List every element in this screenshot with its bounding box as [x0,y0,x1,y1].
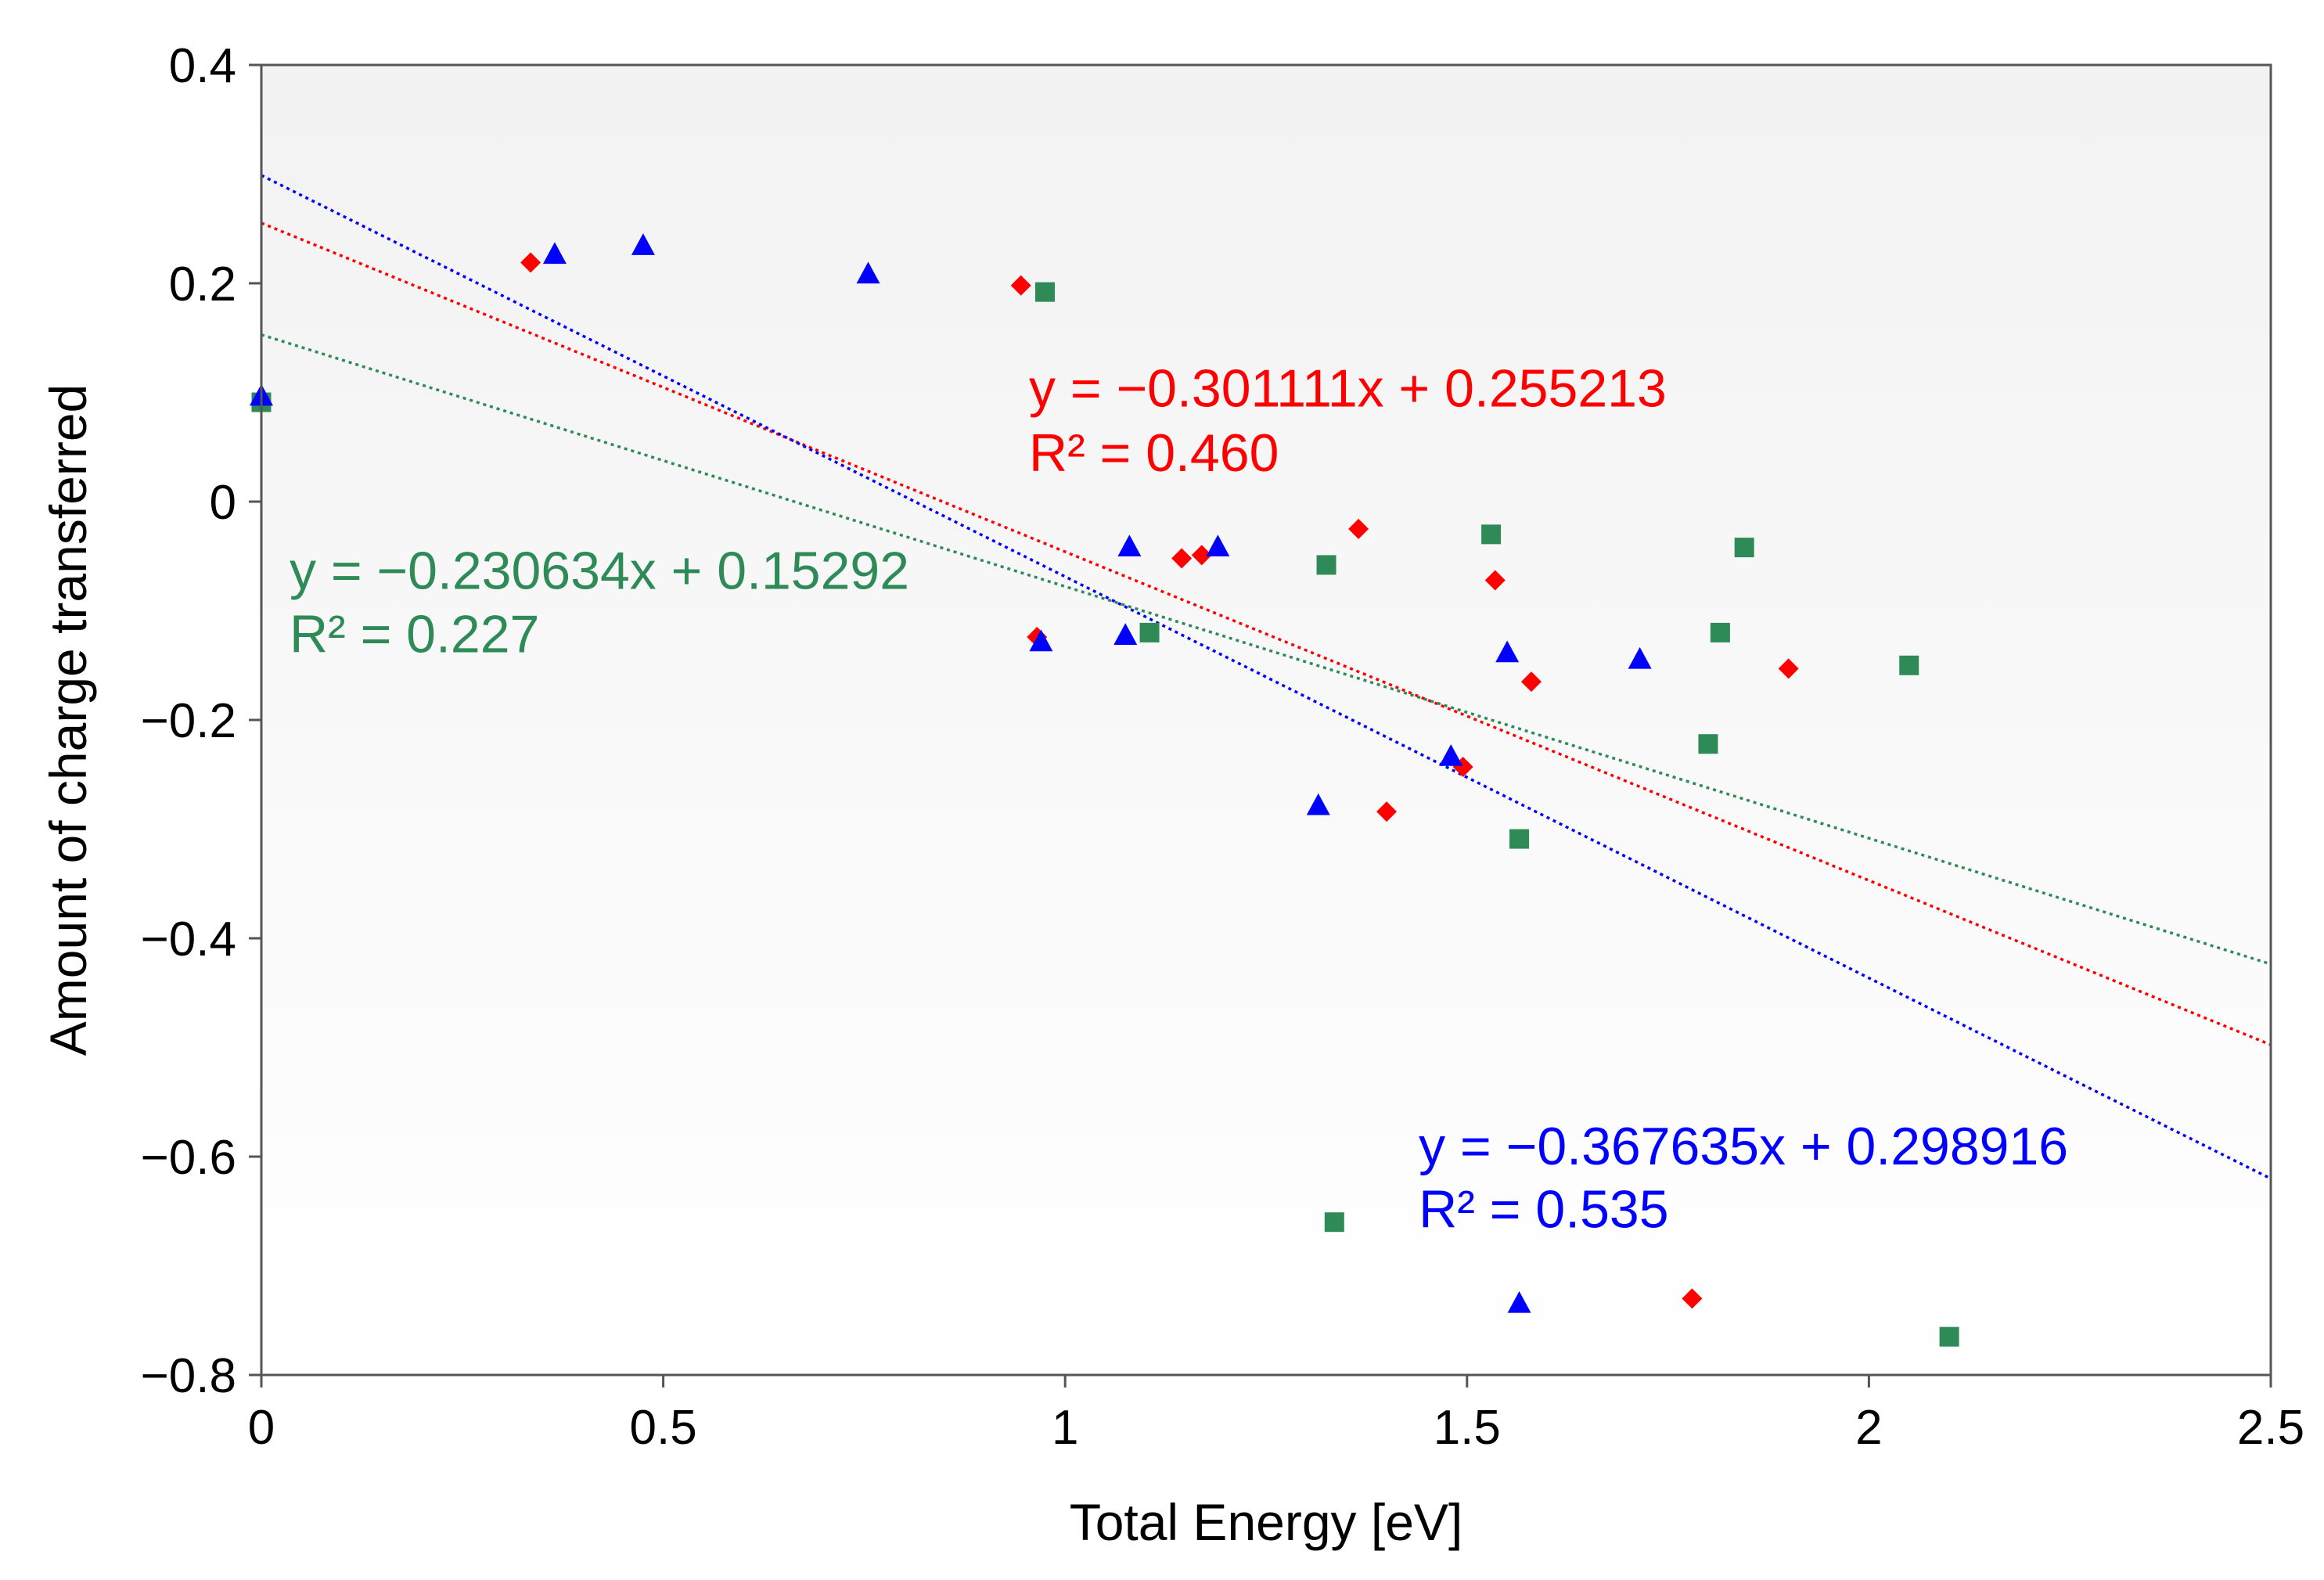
x-tick-label: 0 [248,1401,275,1455]
data-point-red [1520,671,1542,693]
data-point-red [520,252,541,273]
data-point-blue [542,242,567,265]
y-tick-label: −0.2 [141,694,236,748]
data-point-blue [1495,640,1520,663]
data-point-green [1939,1326,1959,1347]
data-point-green [1139,622,1160,642]
y-tick-label: −0.4 [141,912,236,966]
y-tick-label: −0.6 [141,1131,236,1185]
x-tick-label: 2.5 [2237,1401,2304,1455]
data-point-red [1191,545,1212,566]
data-point-green [1481,524,1502,545]
data-point-blue [856,261,880,284]
data-point-blue [1206,534,1230,556]
trendline-green [261,333,2271,966]
data-point-blue [1306,793,1330,815]
equation-label-blue: y = −0.367635x + 0.298916 [1419,1117,2068,1176]
y-axis-title: Amount of charge transferred [39,384,97,1056]
data-point-red [1682,1288,1703,1309]
data-point-blue [1029,629,1053,652]
data-point-green [1316,555,1336,575]
equation-label-red: R² = 0.460 [1029,423,1279,483]
x-tick-label: 1.5 [1434,1401,1501,1455]
trendline-red [261,221,2271,1046]
data-point-blue [1113,623,1138,645]
data-point-blue [1628,646,1652,669]
equation-label-green: R² = 0.227 [290,605,539,664]
trendline-blue [261,174,2271,1180]
data-point-green [1710,622,1730,642]
y-tick-label: 0.2 [169,257,236,311]
x-tick-label: 2 [1855,1401,1882,1455]
x-axis-title: Total Energy [eV] [1070,1493,1463,1551]
equation-label-green: y = −0.230634x + 0.15292 [290,542,909,601]
data-point-green [1035,282,1056,302]
data-point-red [1171,548,1193,569]
data-point-blue [631,233,655,255]
y-tick-label: 0 [210,476,236,530]
data-point-red [1348,518,1369,539]
data-point-green [1698,734,1718,754]
data-point-blue [1117,534,1142,556]
x-tick-label: 1 [1052,1401,1078,1455]
data-point-green [1324,1212,1344,1233]
equation-label-blue: R² = 0.535 [1419,1180,1668,1240]
data-point-green [1509,829,1530,849]
data-point-red [1778,658,1799,679]
data-point-red [1376,801,1398,822]
data-point-green [1899,655,1919,675]
x-tick-label: 0.5 [629,1401,696,1455]
data-point-blue [1507,1290,1531,1313]
data-point-green [1734,538,1754,558]
plot-area [261,65,2271,1375]
equation-label-red: y = −0.301111x + 0.255213 [1029,359,1667,419]
data-point-red [1010,275,1031,296]
y-tick-label: −0.8 [141,1349,236,1403]
data-point-blue [1439,744,1463,766]
data-point-red [1484,570,1506,591]
y-tick-label: 0.4 [169,39,236,93]
